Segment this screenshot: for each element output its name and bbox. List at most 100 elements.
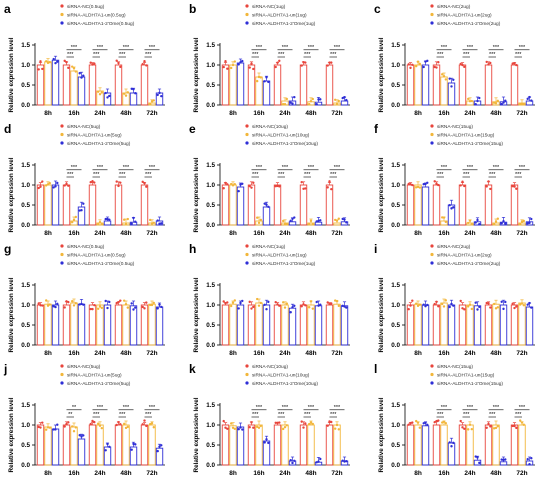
data-point <box>328 61 331 64</box>
panel-letter: k <box>189 362 196 376</box>
bar <box>273 304 282 346</box>
data-point <box>463 427 466 430</box>
bar <box>140 424 149 466</box>
sig-label: ** <box>68 412 73 418</box>
data-point <box>134 220 137 223</box>
legend-marker <box>60 261 64 265</box>
sig-label: *** <box>308 405 315 411</box>
data-point <box>97 90 100 93</box>
legend-entry: siRNA-ALDH7A1-2'Ome(0.5ug) <box>67 261 135 267</box>
legend-entry: siRNA-ALDH7A1-2'Ome(2ug) <box>437 261 501 267</box>
legend-marker <box>430 141 434 145</box>
y-tick-label: 0.5 <box>391 442 400 449</box>
data-point <box>511 62 514 65</box>
sig-label: *** <box>437 172 444 178</box>
data-point <box>63 184 66 187</box>
legend-entry: siRNA-NC(2ug) <box>437 4 471 10</box>
data-point <box>315 220 318 223</box>
data-point <box>489 61 492 65</box>
bar <box>262 206 271 226</box>
x-tick-label: 48h <box>305 350 316 357</box>
data-point <box>330 420 333 424</box>
bar <box>273 184 282 226</box>
bar <box>484 424 493 466</box>
y-tick-label: 0.0 <box>391 222 400 229</box>
bar <box>473 305 482 346</box>
y-tick-label: 0.5 <box>391 322 400 329</box>
data-point <box>304 422 307 425</box>
x-tick-label: 48h <box>120 470 131 477</box>
data-point <box>302 61 305 64</box>
y-tick-label: 0.0 <box>206 102 215 109</box>
y-tick-label: 1.5 <box>21 282 30 289</box>
sig-label: *** <box>278 412 285 418</box>
data-point <box>100 306 104 310</box>
data-point <box>250 307 253 310</box>
legend-marker <box>245 252 249 257</box>
data-point <box>315 461 318 464</box>
data-point <box>343 218 346 221</box>
data-point <box>283 103 287 106</box>
data-point <box>63 306 66 309</box>
legend-entry: siRNA-NC(15ug) <box>437 364 473 370</box>
data-point <box>74 302 78 305</box>
data-point <box>513 306 516 310</box>
data-point <box>326 424 329 427</box>
data-point <box>257 304 261 307</box>
data-point <box>119 181 122 184</box>
data-point <box>156 307 159 310</box>
y-tick-label: 1.5 <box>21 402 30 409</box>
data-point <box>291 306 294 309</box>
data-point <box>504 300 507 304</box>
data-point <box>224 59 227 63</box>
legend-entry: siRNA-ALDH7A1-2'Ome(10ug) <box>252 381 318 387</box>
sig-label: *** <box>252 172 259 178</box>
data-point <box>426 59 429 63</box>
data-point <box>108 300 111 304</box>
data-point <box>493 223 496 226</box>
x-tick-label: 24h <box>94 110 105 117</box>
data-point <box>285 302 288 305</box>
data-point <box>239 301 242 305</box>
bar <box>236 186 245 226</box>
sig-label: *** <box>308 45 315 51</box>
data-point <box>530 217 533 221</box>
y-tick-label: 1.5 <box>206 162 215 169</box>
data-point <box>108 445 111 448</box>
data-point <box>141 423 144 426</box>
sig-label: *** <box>330 412 337 418</box>
data-point <box>117 184 120 188</box>
bar <box>281 304 289 346</box>
legend-entry: siRNA-ALDH7A1-un(0.5ug) <box>67 253 126 259</box>
x-tick-label: 24h <box>464 470 475 477</box>
bar <box>299 64 308 106</box>
data-point <box>65 422 68 426</box>
data-point <box>504 99 507 102</box>
data-point <box>52 305 55 308</box>
x-tick-label: 24h <box>464 110 475 117</box>
data-point <box>259 424 262 428</box>
data-point <box>46 61 50 65</box>
x-tick-label: 48h <box>490 230 501 237</box>
sig-label: *** <box>119 172 126 178</box>
x-tick-label: 16h <box>253 230 264 237</box>
data-point <box>241 182 244 185</box>
data-point <box>67 421 70 424</box>
bar <box>288 307 297 346</box>
legend-entry: siRNA-ALDH7A1-un(2ug) <box>437 253 492 259</box>
data-point <box>528 463 531 466</box>
legend-entry: siRNA-ALDH7A1-un(10ug) <box>252 133 310 139</box>
data-point <box>104 217 107 221</box>
bar <box>458 64 467 106</box>
data-point <box>250 186 253 189</box>
x-tick-label: 8h <box>44 110 52 117</box>
data-point <box>150 100 154 103</box>
sig-label: *** <box>515 52 522 58</box>
legend-marker <box>60 4 64 8</box>
data-point <box>317 98 320 101</box>
data-point <box>444 220 447 224</box>
data-point <box>126 425 129 429</box>
y-axis-label: Relative expression level <box>378 397 385 472</box>
data-point <box>411 299 414 302</box>
data-point <box>334 98 337 101</box>
